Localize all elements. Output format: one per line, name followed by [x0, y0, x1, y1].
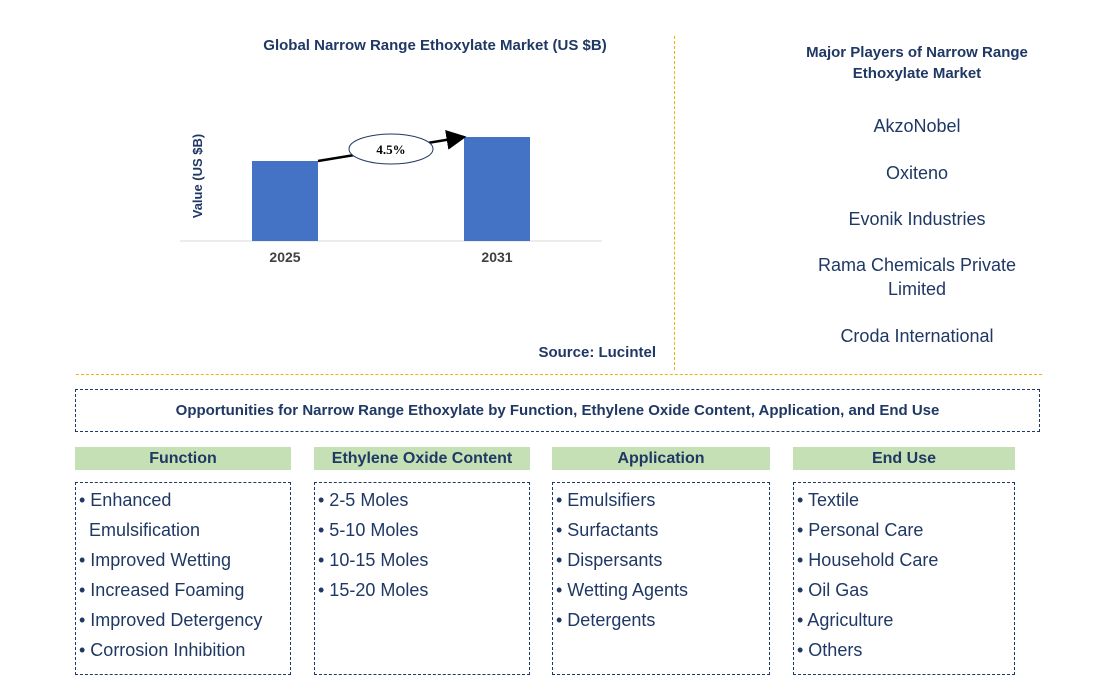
vertical-divider — [674, 36, 675, 370]
y-axis-label: Value (US $B) — [190, 134, 205, 219]
player-oxiteno: Oxiteno — [790, 161, 1044, 185]
player-akzonobel: AkzoNobel — [790, 114, 1044, 138]
list-item: • Others — [797, 640, 863, 660]
player-name: Croda International — [840, 326, 994, 346]
cagr-label: 4.5% — [376, 142, 405, 157]
player-name: Evonik Industries — [848, 209, 986, 229]
list-item: • Increased Foaming — [79, 580, 245, 600]
application-list: • Emulsifiers • Surfactants • Dispersant… — [552, 482, 770, 675]
bar-chart: Value (US $B) 2025 2031 4.5% — [180, 129, 602, 265]
list-item: • Detergents — [556, 610, 656, 630]
player-name: Oxiteno — [885, 163, 949, 183]
players-title-line1: Major Players of Narrow Range — [806, 44, 1028, 61]
list-item: • Improved Wetting — [79, 550, 232, 570]
players-title-line2: Ethoxylate Market — [852, 65, 982, 82]
player-evonik: Evonik Industries — [790, 207, 1044, 231]
x-tick-label: 2025 — [269, 249, 300, 265]
list-item: • Wetting Agents — [556, 580, 689, 600]
header-function: Function — [75, 447, 291, 470]
list-item: • Surfactants — [556, 520, 659, 540]
bar-2031 — [464, 137, 530, 241]
bar-2025 — [252, 161, 318, 241]
player-name: AkzoNobel — [873, 116, 961, 136]
list-item: • 5-10 Moles — [318, 520, 419, 540]
list-item: • Corrosion Inhibition — [79, 640, 246, 660]
list-item: Emulsification — [79, 520, 201, 540]
header-application: Application — [552, 447, 770, 470]
player-name: Rama Chemicals Private — [817, 255, 1017, 275]
list-item: • 15-20 Moles — [318, 580, 429, 600]
list-item: • Improved Detergency — [79, 610, 263, 630]
list-item: • Oil Gas — [797, 580, 869, 600]
list-item: • Emulsifiers — [556, 490, 656, 510]
cagr-ellipse — [348, 133, 434, 165]
end-use-list: • Textile • Personal Care • Household Ca… — [793, 482, 1015, 675]
player-name-line2: Limited — [887, 279, 947, 299]
players-title: Major Players of Narrow Range Ethoxylate… — [770, 42, 1064, 84]
list-item: • Textile — [797, 490, 859, 510]
horizontal-divider — [76, 374, 1042, 375]
function-list: • Enhanced Emulsification • Improved Wet… — [75, 482, 291, 675]
chart-title: Global Narrow Range Ethoxylate Market (U… — [263, 37, 607, 54]
header-end-use: End Use — [793, 447, 1015, 470]
ethylene-oxide-content-list: • 2-5 Moles • 5-10 Moles • 10-15 Moles •… — [314, 482, 530, 675]
player-croda: Croda International — [790, 324, 1044, 348]
list-item: • Agriculture — [797, 610, 894, 630]
list-item: • 2-5 Moles — [318, 490, 409, 510]
header-ethylene-oxide-content: Ethylene Oxide Content — [314, 447, 530, 470]
list-item: • Enhanced — [79, 490, 172, 510]
opportunities-box: Opportunities for Narrow Range Ethoxylat… — [75, 389, 1040, 432]
source-label: Source: Lucintel — [538, 344, 656, 361]
player-rama-chemicals: Rama Chemicals Private Limited — [790, 253, 1044, 301]
list-item: • 10-15 Moles — [318, 550, 429, 570]
list-item: • Personal Care — [797, 520, 924, 540]
x-tick-label: 2031 — [481, 249, 512, 265]
list-item: • Dispersants — [556, 550, 663, 570]
list-item: • Household Care — [797, 550, 939, 570]
opportunities-title: Opportunities for Narrow Range Ethoxylat… — [175, 402, 940, 419]
